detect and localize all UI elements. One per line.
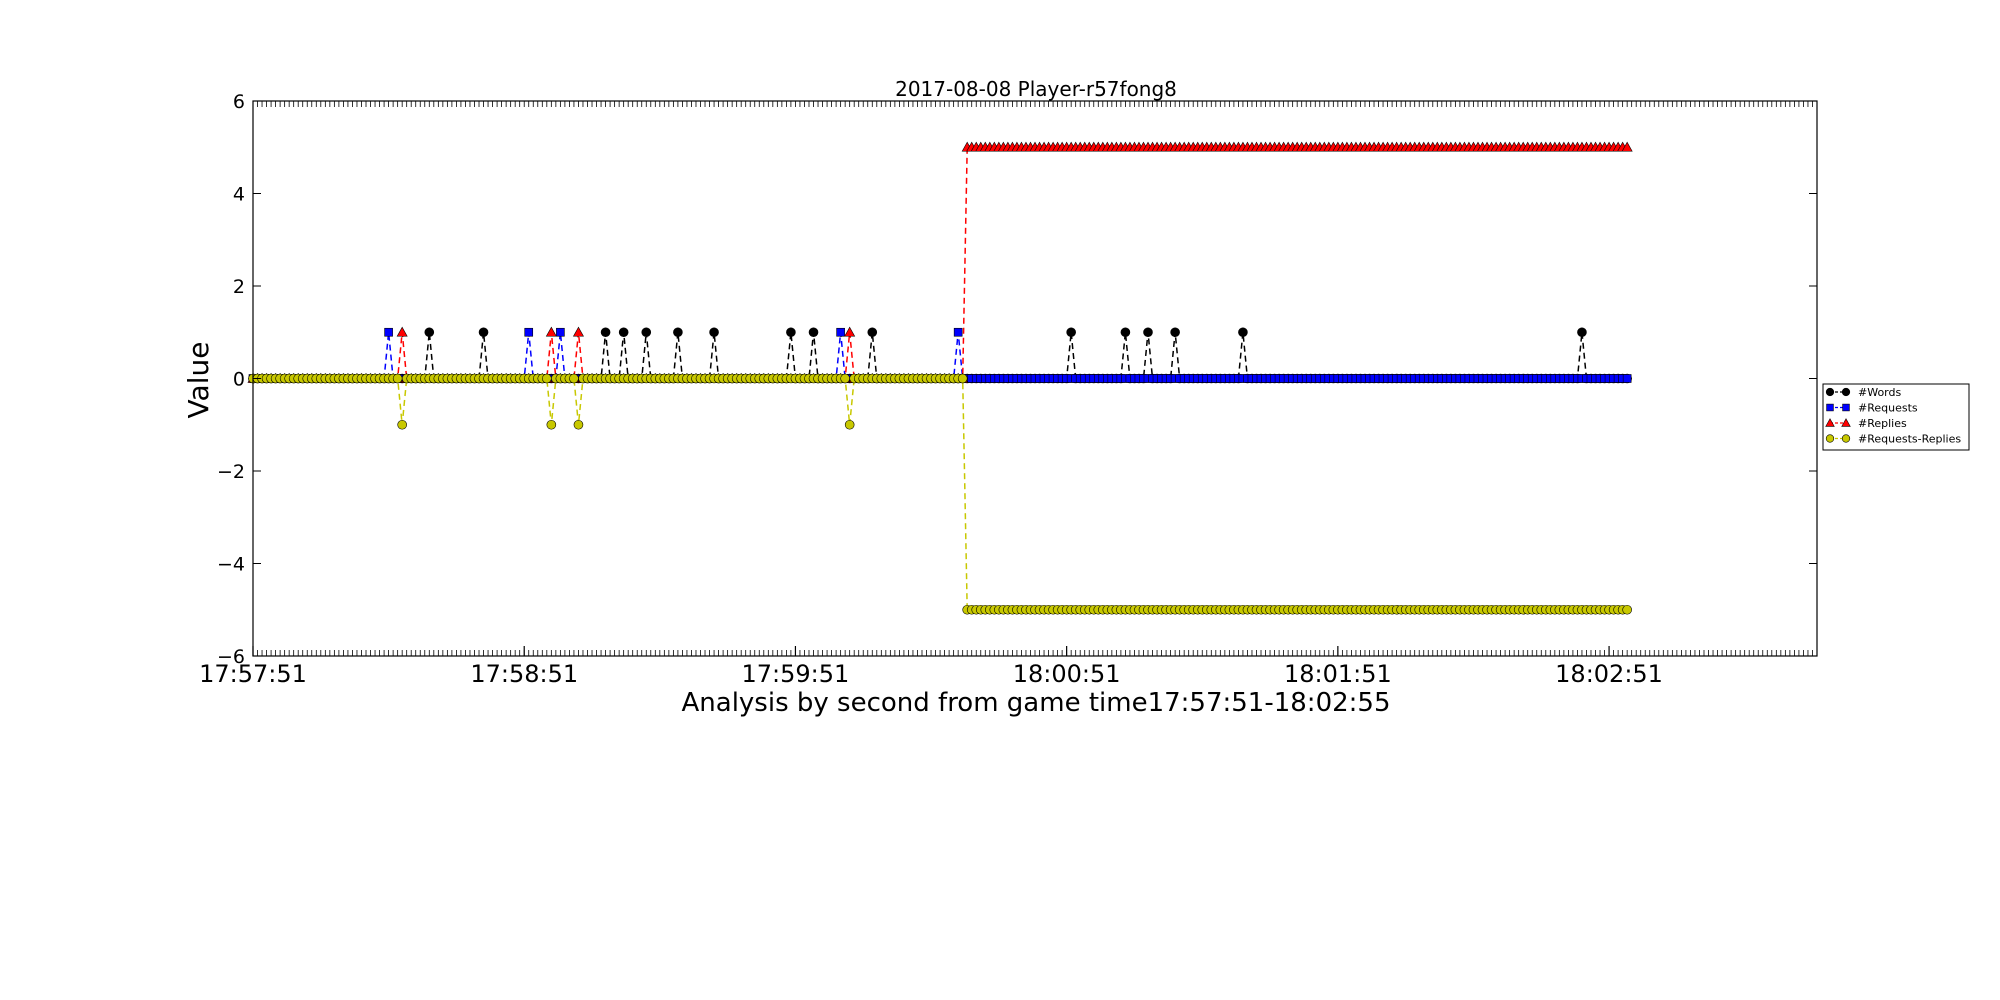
- data-point: [524, 327, 534, 337]
- series-line: [253, 377, 1628, 611]
- legend-entry-words: #Words: [1825, 386, 1901, 399]
- y-tick-label: −4: [217, 554, 245, 576]
- data-point: [542, 373, 552, 384]
- data-point: [844, 419, 855, 430]
- data-point: [424, 327, 435, 338]
- data-point: [573, 419, 584, 430]
- data-point: [478, 327, 489, 338]
- series-line: [253, 146, 1628, 380]
- legend: #Words #Requests #Replies #Requests-Replies: [1822, 383, 1970, 451]
- data-point: [392, 373, 403, 384]
- axes: −6 −4 −2 0 2 4 6 17:57:51 17:58:51 17:59:51 18:00:…: [199, 91, 1818, 688]
- x-axis-label: Analysis by second from game time17:57:5…: [682, 688, 1391, 718]
- series-line: [253, 332, 1628, 380]
- legend-marker: [1826, 403, 1834, 412]
- data-point: [546, 419, 557, 430]
- x-tick-label: 17:57:51: [199, 660, 307, 688]
- legend-marker: [1841, 387, 1851, 397]
- data-point: [786, 327, 796, 338]
- chart-title: 2017-08-08 Player-r57fong8: [895, 77, 1177, 101]
- y-tick-label: 2: [233, 276, 245, 298]
- series-replies: [247, 141, 1633, 383]
- legend-marker: [1842, 403, 1850, 412]
- legend-label: #Replies: [1858, 417, 1907, 430]
- data-point: [1621, 141, 1633, 152]
- data-point: [569, 373, 579, 384]
- data-point: [384, 327, 393, 337]
- legend-marker: [1841, 418, 1851, 427]
- legend-entry-replies: #Replies: [1825, 417, 1907, 430]
- data-point: [545, 326, 557, 337]
- legend-entry-requests: #Requests: [1826, 402, 1918, 415]
- y-tick-label: 4: [233, 184, 245, 206]
- data-point: [836, 327, 845, 337]
- legend-entry-requests-replies: #Requests-Replies: [1825, 433, 1961, 446]
- data-point: [1066, 327, 1076, 338]
- x-tick-label: 18:00:51: [1013, 660, 1121, 688]
- legend-marker: [1825, 387, 1835, 397]
- data-point: [572, 326, 584, 337]
- data-point: [618, 327, 629, 338]
- data-point: [673, 327, 683, 338]
- series-requests-replies: [248, 373, 1632, 615]
- data-point: [709, 327, 719, 338]
- data-point: [1622, 604, 1632, 615]
- legend-marker: [1825, 434, 1835, 443]
- y-axis-label: Value: [182, 342, 215, 419]
- y-tick-label: 6: [233, 91, 245, 113]
- y-tick-label: −2: [217, 461, 245, 483]
- x-tick-label: 18:02:51: [1555, 660, 1663, 688]
- data-point: [867, 327, 878, 338]
- data-point: [1143, 327, 1153, 338]
- y-tick-label: −6: [217, 646, 245, 668]
- legend-label: #Requests-Replies: [1858, 433, 1961, 446]
- data-point: [1170, 327, 1180, 338]
- y-tick-label: 0: [233, 369, 245, 391]
- legend-label: #Requests: [1858, 402, 1918, 415]
- legend-marker: [1825, 418, 1835, 427]
- data-point: [396, 326, 408, 337]
- series-line: [253, 332, 1628, 380]
- x-tick-label: 17:58:51: [470, 660, 578, 688]
- data-point: [556, 327, 565, 337]
- legend-marker: [1841, 434, 1851, 443]
- plot-area: [247, 141, 1633, 615]
- data-point: [953, 327, 963, 337]
- legend-label: #Words: [1858, 386, 1901, 399]
- data-point: [1238, 327, 1248, 338]
- x-tick-label: 17:59:51: [742, 660, 850, 688]
- data-point: [808, 327, 819, 338]
- data-point: [641, 327, 652, 338]
- data-point: [844, 326, 856, 337]
- data-point: [1120, 327, 1131, 338]
- data-point: [600, 327, 611, 338]
- data-point: [1622, 374, 1632, 383]
- x-tick-label: 18:01:51: [1284, 660, 1392, 688]
- data-point: [1577, 327, 1587, 338]
- data-point: [397, 419, 407, 430]
- data-point: [840, 373, 850, 384]
- data-point: [957, 373, 968, 384]
